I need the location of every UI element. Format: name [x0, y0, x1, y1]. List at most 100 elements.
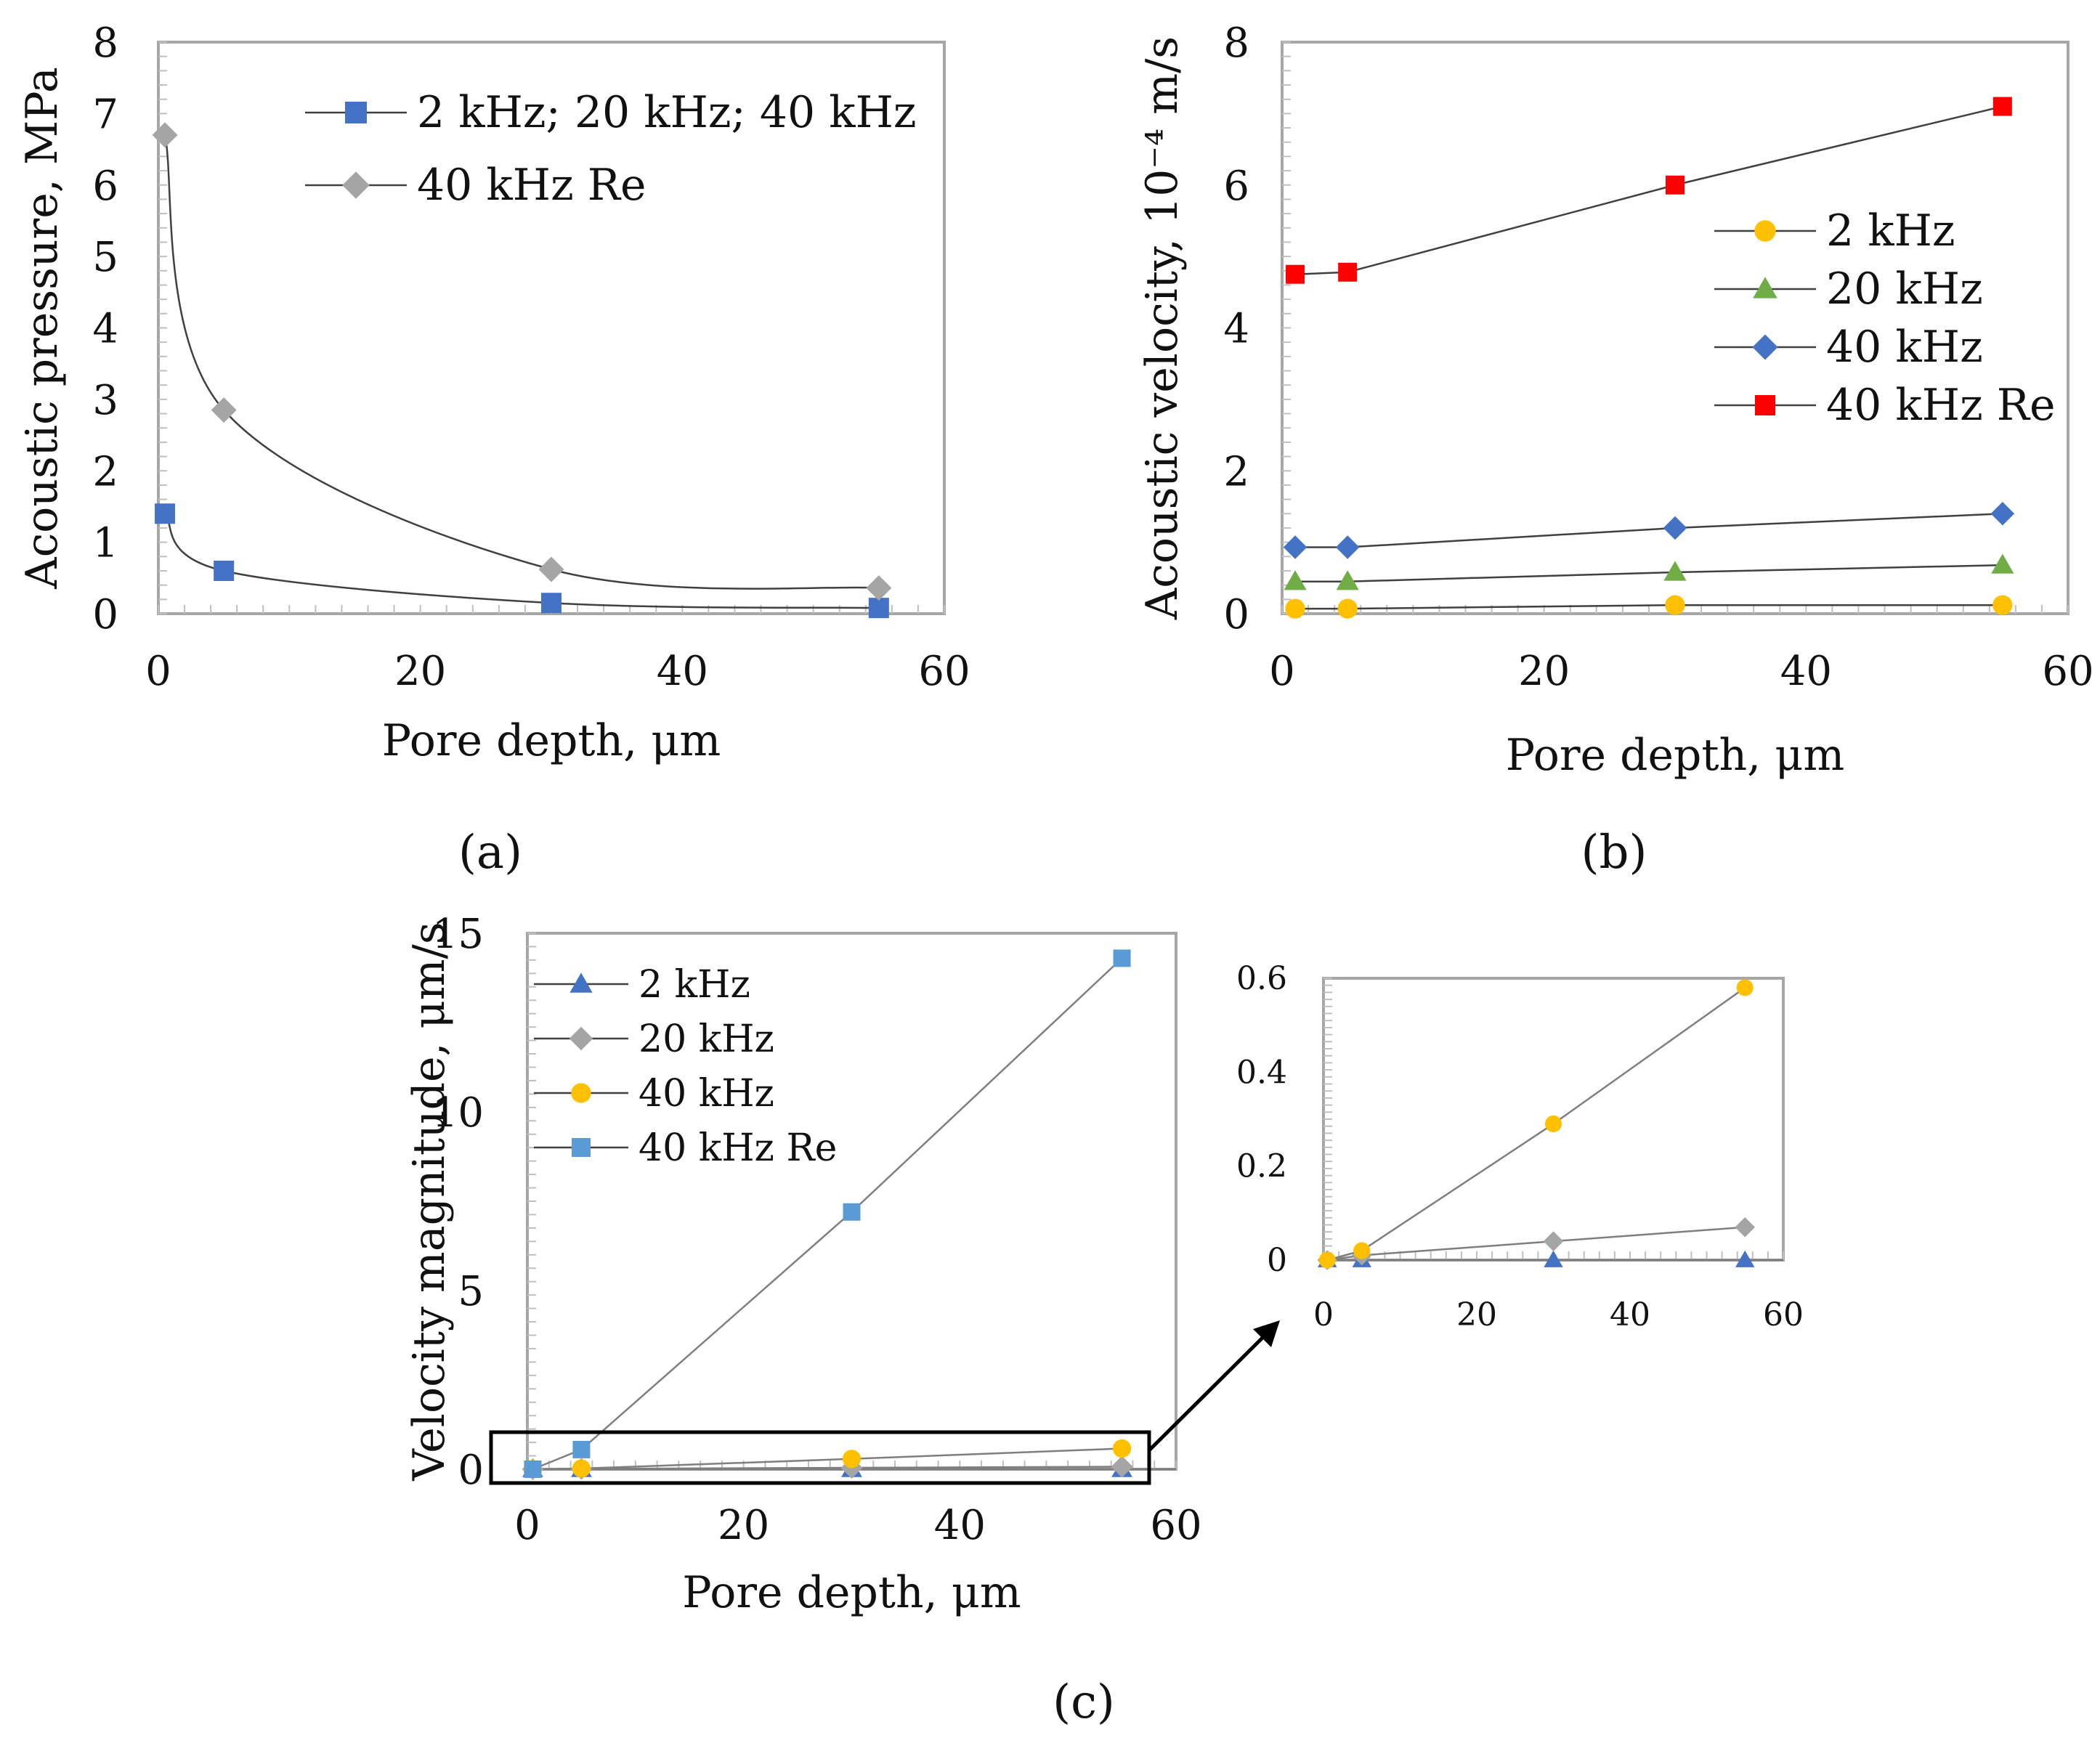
x-tick-label: 40 [1610, 1296, 1650, 1333]
data-point-40-khz [1663, 516, 1687, 540]
data-point-40-khz [842, 1450, 862, 1468]
y-tick-label: 0 [458, 1447, 484, 1494]
data-point-2-khz [1544, 1250, 1563, 1267]
y-tick-label: 6 [92, 163, 118, 210]
data-point-2-khz-20-khz-40-khz [155, 503, 176, 524]
x-tick-label: 0 [514, 1502, 540, 1549]
legend-label-40-khz-re: 40 kHz Re [417, 160, 646, 211]
data-point-40-khz [1736, 979, 1754, 996]
data-point-2-khz-20-khz-40-khz [541, 593, 562, 614]
data-point-40-khz-re [538, 556, 564, 582]
data-point-40-khz [572, 1459, 591, 1478]
legend-marker-2-khz-20-khz-40-khz [345, 102, 367, 123]
data-point-2-khz [1665, 595, 1685, 615]
y-tick-label: 3 [92, 377, 118, 424]
series-line-40-khz-re [1294, 105, 2003, 275]
legend-label-40-khz: 40 kHz [638, 1072, 774, 1116]
legend-label-2-khz-20-khz-40-khz: 2 kHz; 20 kHz; 40 kHz [417, 87, 917, 138]
data-point-40-khz-re [1992, 97, 2012, 116]
y-tick-label: 4 [1223, 306, 1249, 353]
y-tick-label: 4 [92, 306, 118, 353]
y-tick-label: 8 [92, 20, 118, 67]
data-point-40-khz [1318, 1251, 1336, 1269]
y-tick-label: 7 [92, 91, 118, 138]
panel-c-inset-chart: 0 20 40 60 0 0.2 0.4 0.6 [1236, 960, 1804, 1333]
series-line-40-khz-re [532, 957, 1123, 1471]
panel-a-chart: 0 20 40 60 0 1 2 3 4 5 6 7 8 Pore depth, μm Acoustic p… [17, 20, 970, 766]
x-tick-label: 60 [1150, 1502, 1201, 1549]
data-point-2-khz [1285, 598, 1305, 619]
legend-marker-40-khz [571, 1083, 591, 1103]
series-line-20-khz [1327, 1226, 1746, 1262]
y-tick-label: 0.2 [1236, 1148, 1287, 1185]
plot-frame [526, 932, 1177, 1471]
data-point-40-khz-re [524, 1461, 542, 1478]
y-tick-label: 2 [92, 448, 118, 495]
legend-marker-2-khz [1754, 220, 1776, 242]
data-point-20-khz [1735, 1216, 1755, 1238]
legend-marker-40-khz [1752, 334, 1778, 360]
legend-label-20-khz: 20 kHz [1826, 264, 1983, 314]
data-point-40-khz [1544, 1115, 1562, 1133]
data-point-40-khz-re [572, 1440, 591, 1458]
legend-label-40-khz-re: 40 kHz Re [638, 1126, 837, 1170]
zoom-arrow-line [1148, 1336, 1264, 1452]
x-axis-title: Pore depth, μm [1506, 730, 1844, 781]
data-point-40-khz-re [1666, 175, 1685, 195]
legend-marker-40-khz-re [1755, 395, 1775, 415]
x-tick-label: 0 [1269, 648, 1295, 695]
y-tick-label: 5 [458, 1268, 484, 1315]
y-tick-label: 0 [1267, 1242, 1287, 1279]
x-tick-label: 60 [2042, 648, 2093, 695]
panel-label-c: (c) [1053, 1675, 1115, 1729]
legend-marker-40-khz-re [572, 1138, 591, 1157]
panel-label-b: (b) [1581, 826, 1647, 880]
x-tick-label: 60 [918, 648, 970, 695]
panel-c-chart: 0 20 40 60 0 5 10 15 Pore depth, μm Velocity magn… [404, 911, 1202, 1618]
series-line-2-khz [1295, 604, 2003, 610]
data-point-40-khz-re [152, 122, 178, 148]
panel-b-chart: 0 20 40 60 0 2 4 6 8 Pore depth, μm Acoustic veloc… [1137, 20, 2094, 781]
legend-label-40-khz: 40 kHz [1826, 322, 1983, 373]
legend-label-2-khz: 2 kHz [638, 963, 750, 1007]
data-point-20-khz [1543, 1231, 1564, 1251]
data-point-2-khz [1992, 595, 2013, 615]
series-line-40-khz [1295, 513, 2003, 548]
legend-marker-20-khz [1753, 277, 1777, 298]
x-tick-label: 20 [718, 1502, 769, 1549]
data-point-20-khz [1336, 570, 1359, 590]
y-tick-label: 10 [432, 1089, 484, 1137]
legend-label-40-khz-re: 40 kHz Re [1826, 380, 2055, 431]
data-point-2-khz [1337, 598, 1358, 619]
y-tick-label: 6 [1223, 163, 1249, 210]
legend-label-20-khz: 20 kHz [638, 1017, 774, 1061]
y-axis-title: Acoustic velocity, 10⁻⁴ m/s [1137, 36, 1188, 620]
data-point-20-khz [1991, 553, 2014, 574]
legend-marker-2-khz [569, 972, 593, 993]
y-tick-label: 0.6 [1236, 960, 1287, 997]
data-point-40-khz-re [1286, 264, 1305, 284]
panel-label-a: (a) [458, 826, 522, 880]
data-point-20-khz [1284, 570, 1307, 590]
data-point-40-khz-re [211, 397, 237, 423]
x-tick-label: 20 [1518, 648, 1570, 695]
zoom-callout [489, 1320, 1280, 1485]
series-line-40-khz-re [163, 134, 879, 590]
y-tick-label: 2 [1223, 448, 1249, 495]
data-point-40-khz [1335, 535, 1360, 559]
data-point-20-khz [1663, 561, 1687, 581]
y-axis-title: Acoustic pressure, MPa [17, 67, 68, 590]
data-point-40-khz-re [843, 1203, 861, 1221]
y-tick-label: 1 [92, 520, 118, 567]
x-tick-label: 20 [1456, 1296, 1497, 1333]
x-tick-label: 0 [1313, 1296, 1334, 1333]
x-tick-label: 40 [657, 648, 708, 695]
x-tick-label: 40 [934, 1502, 986, 1549]
legend-marker-20-khz [569, 1026, 593, 1051]
data-point-2-khz [1735, 1250, 1755, 1267]
legend-label-2-khz: 2 kHz [1826, 206, 1955, 256]
series-line-40-khz [1326, 986, 1746, 1262]
data-point-40-khz [1112, 1439, 1132, 1458]
